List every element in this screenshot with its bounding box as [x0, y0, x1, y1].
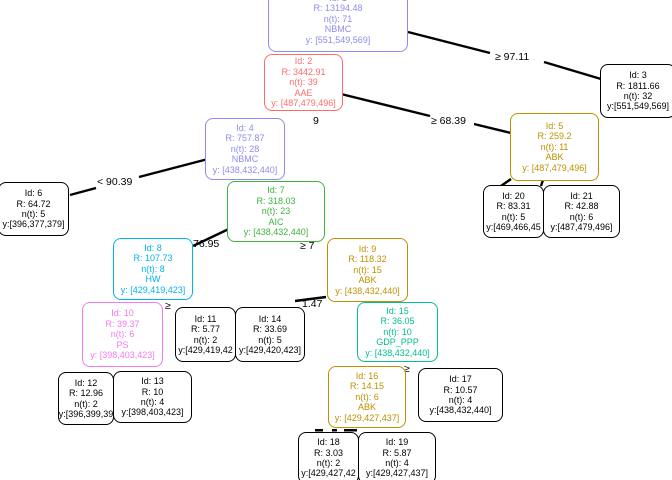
edge-label-lt-90-39: < 90.39 [97, 176, 133, 188]
edge-label-ge-68-39: ≥ 68.39 [431, 115, 466, 127]
occluded-glyph-fragment [332, 429, 337, 432]
tree-node-6: Id: 6 R: 64.72 n(t): 5 y:[396,377,379] [0, 182, 69, 236]
edge-label-ge-97-11: ≥ 97.11 [495, 51, 530, 63]
edge-line-label97-to-3 [543, 60, 602, 81]
edge-line-9-to-14 [294, 295, 327, 303]
edge-label-fragment-ge-left: ≥ [165, 300, 171, 312]
edge-label-fragment-9: 9 [313, 115, 319, 127]
tree-node-10: Id: 10 R: 39.37 n(t): 6 PS y: [398,403,4… [82, 302, 163, 367]
occluded-glyph-fragment [344, 429, 357, 432]
tree-node-13: Id: 13 R: 10 n(t): 4 y:[398,403,423] [113, 371, 192, 423]
edge-lines [69, 30, 602, 303]
tree-node-11: Id: 11 R: 5.77 n(t): 2 y:[429,419,42 [175, 307, 236, 362]
tree-node-19: Id: 19 R: 5.87 n(t): 4 y:[429,427,437] [358, 432, 436, 480]
tree-node-16: Id: 16 R: 14.15 n(t): 6 ABK y: [429,427,… [328, 366, 406, 428]
occluded-label-fragments [315, 429, 357, 432]
edge-line-4-to-label90 [138, 157, 209, 179]
edge-label-fragment-ge-right: ≥ [404, 363, 410, 375]
tree-node-18: Id: 18 R: 3.03 n(t): 2 y:[429,427,42 [298, 432, 359, 480]
tree-node-1: Id: 1 R: 13194.48 n(t): 71 NBMC y: [551,… [268, 0, 408, 52]
edge-line-label90-to-6 [69, 186, 97, 197]
edge-line-5-to-21 [539, 179, 545, 187]
edge-label-fragment-76-95: 76.95 [193, 238, 220, 250]
tree-node-17: Id: 17 R: 10.57 n(t): 4 y:[438,432,440] [418, 368, 503, 422]
tree-node-15: Id: 15 R: 36.05 n(t): 10 GDP_PPP y: [438… [357, 302, 438, 362]
edge-line-2-to-label68 [340, 92, 431, 118]
edge-label-fragment-ge-7: ≥ 7 [300, 240, 315, 252]
occluded-glyph-fragment [315, 429, 323, 432]
edge-line-7-to-8 [192, 225, 234, 248]
tree-node-20: Id: 20 R: 83.31 n(t): 5 y:[469,466,45 [483, 185, 544, 238]
edge-label-fragment-1-47: 1.47 [302, 298, 323, 310]
tree-node-14: Id: 14 R: 33.69 n(t): 5 y:[429,420,423] [235, 307, 305, 362]
tree-node-21: Id: 21 R: 42.88 n(t): 6 y:[487,479,496] [543, 185, 620, 238]
edge-line-5-to-20 [500, 178, 512, 187]
tree-node-12: Id: 12 R: 12.96 n(t): 2 y:[396,399,39 [58, 372, 114, 425]
tree-node-7: Id: 7 R: 318.03 n(t): 23 AIC y: [438,432… [227, 181, 325, 242]
tree-node-3: Id: 3 R: 1811.66 n(t): 32 y:[551,549,569… [600, 64, 672, 118]
tree-node-2: Id: 2 R: 3442.91 n(t): 39 AAE y: [487,47… [264, 54, 343, 111]
tree-node-4: Id: 4 R: 757.87 n(t): 28 NBMC y: [438,43… [205, 118, 285, 180]
edge-line-label68-to-5 [473, 122, 512, 135]
tree-node-5: Id: 5 R: 259.2 n(t): 11 ABK y: [487,479,… [510, 113, 599, 181]
tree-node-8: Id: 8 R: 107.73 n(t): 8 HW y: [429,419,4… [113, 238, 193, 300]
edge-line-1-to-label97 [407, 30, 491, 55]
tree-node-9: Id: 9 R: 118.32 n(t): 15 ABK y: [438,432… [327, 238, 408, 302]
